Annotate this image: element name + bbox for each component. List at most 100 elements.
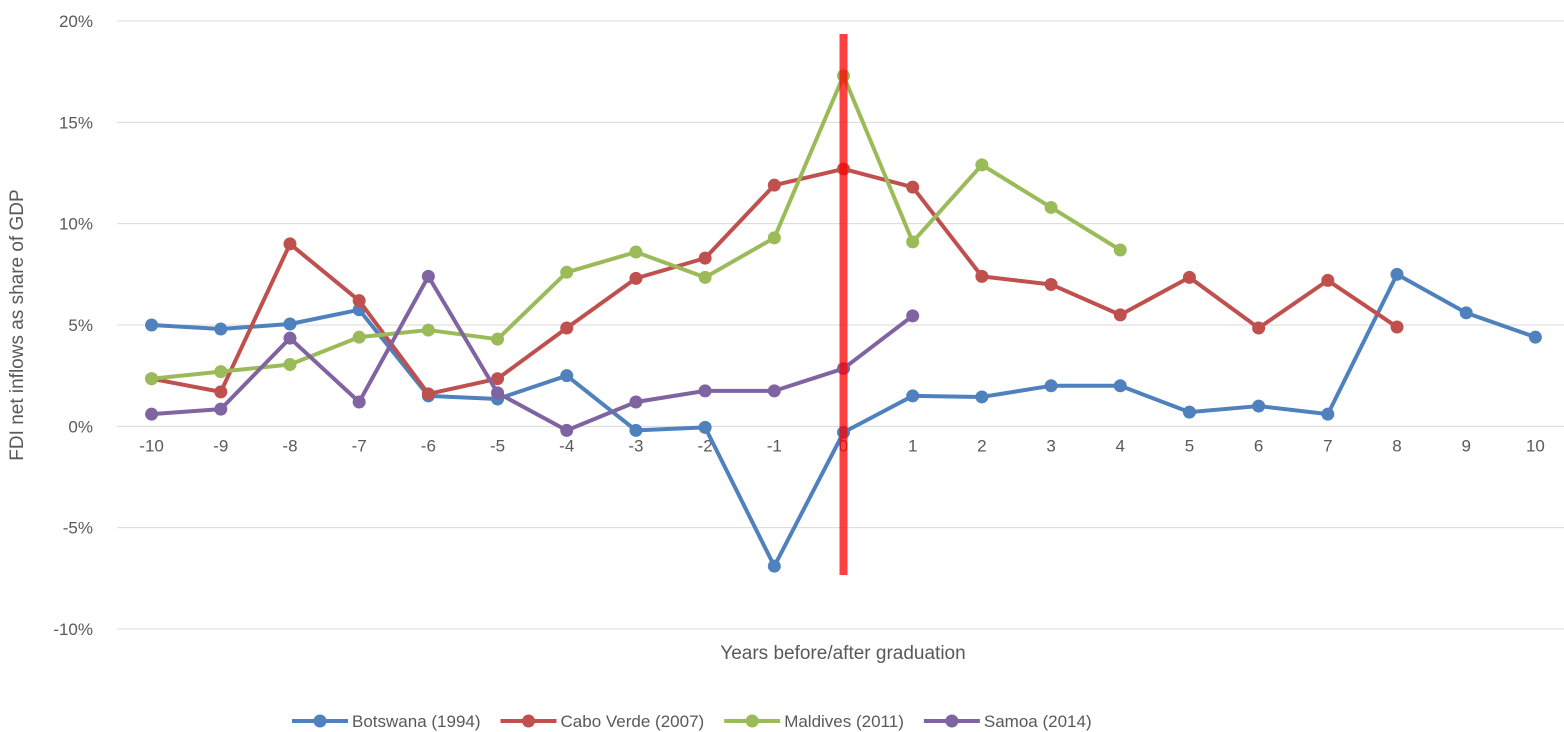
x-tick-label: 10 (1526, 436, 1545, 455)
data-point (698, 384, 712, 398)
data-point (767, 231, 781, 245)
x-tick-label: 2 (977, 436, 986, 455)
y-tick-label: -10% (53, 620, 93, 639)
data-point (1044, 379, 1058, 393)
data-point (975, 158, 989, 172)
data-point (491, 332, 505, 346)
data-point (1113, 379, 1127, 393)
data-point (1390, 320, 1404, 334)
data-point (906, 180, 920, 194)
data-point (767, 178, 781, 192)
data-point (145, 407, 159, 421)
legend-label: Maldives (2011) (784, 712, 904, 731)
x-axis-title: Years before/after graduation (720, 643, 965, 664)
legend-item: Botswana (1994) (292, 712, 481, 731)
data-point (1044, 200, 1058, 214)
series-2 (145, 69, 1127, 386)
x-tick-label: -9 (213, 436, 228, 455)
data-point (491, 386, 505, 400)
data-point (283, 317, 297, 331)
x-tick-label: 9 (1461, 436, 1470, 455)
data-point (214, 402, 228, 416)
data-point (629, 245, 643, 259)
legend-swatch-point (313, 714, 327, 728)
data-point (421, 387, 435, 401)
data-point (283, 358, 297, 372)
x-tick-label: -1 (767, 436, 782, 455)
data-point (283, 237, 297, 251)
data-point (1044, 277, 1058, 291)
data-point (767, 559, 781, 573)
data-point (698, 270, 712, 284)
x-tick-label: 1 (908, 436, 917, 455)
x-tick-label: 8 (1392, 436, 1401, 455)
data-point (560, 423, 574, 437)
legend: Botswana (1994) Cabo Verde (2007) Maldives… (292, 712, 1092, 731)
x-tick-label: -10 (139, 436, 164, 455)
data-point (698, 420, 712, 434)
y-tick-label: -5% (63, 519, 93, 538)
data-point (560, 369, 574, 383)
data-point (1252, 399, 1266, 413)
data-point (1113, 243, 1127, 257)
legend-label: Cabo Verde (2007) (561, 712, 705, 731)
x-tick-label: -2 (698, 436, 713, 455)
data-point (1390, 267, 1404, 281)
data-point (421, 323, 435, 337)
data-point (698, 251, 712, 265)
series-line (149, 73, 1123, 381)
y-tick-label: 0% (68, 417, 93, 436)
x-tick-label: 3 (1046, 436, 1055, 455)
x-tick-label: -7 (352, 436, 367, 455)
x-tick-label: 6 (1254, 436, 1263, 455)
legend-swatch-point (522, 714, 536, 728)
data-point (906, 389, 920, 403)
data-point (1459, 306, 1473, 320)
x-axis-ticks: -10-9-8-7-6-5-4-3-2-1012345678910 (139, 436, 1545, 455)
legend-swatch-point (945, 714, 959, 728)
data-point (352, 330, 366, 344)
legend-label: Botswana (1994) (352, 712, 481, 731)
series-line (149, 274, 915, 433)
data-point (352, 395, 366, 409)
data-point (1321, 407, 1335, 421)
x-tick-label: 4 (1116, 436, 1125, 455)
series-layer (145, 69, 1542, 573)
legend-label: Samoa (2014) (984, 712, 1092, 731)
data-point (975, 390, 989, 404)
y-tick-label: 10% (59, 215, 93, 234)
data-point (145, 318, 159, 332)
series-1 (145, 162, 1404, 401)
legend-item: Cabo Verde (2007) (500, 712, 705, 731)
data-point (214, 385, 228, 399)
data-point (629, 271, 643, 285)
legend-item: Samoa (2014) (923, 712, 1092, 731)
legend-swatch-point (745, 714, 759, 728)
data-point (214, 365, 228, 379)
data-point (491, 372, 505, 386)
x-tick-label: -6 (421, 436, 436, 455)
y-tick-label: 5% (68, 316, 93, 335)
data-point (1182, 405, 1196, 419)
data-point (1252, 321, 1266, 335)
data-point (1528, 330, 1542, 344)
data-point (975, 269, 989, 283)
x-tick-label: -4 (559, 436, 574, 455)
x-tick-label: 7 (1323, 436, 1332, 455)
x-tick-label: -3 (628, 436, 643, 455)
data-point (1113, 308, 1127, 322)
data-point (629, 423, 643, 437)
data-point (214, 322, 228, 336)
data-point (352, 294, 366, 308)
data-point (283, 331, 297, 345)
data-point (560, 321, 574, 335)
y-tick-label: 20% (59, 12, 93, 31)
legend-item: Maldives (2011) (724, 712, 904, 731)
data-point (629, 395, 643, 409)
data-point (1182, 270, 1196, 284)
data-point (145, 372, 159, 386)
data-point (906, 309, 920, 323)
data-point (1321, 273, 1335, 287)
x-tick-label: -8 (282, 436, 297, 455)
